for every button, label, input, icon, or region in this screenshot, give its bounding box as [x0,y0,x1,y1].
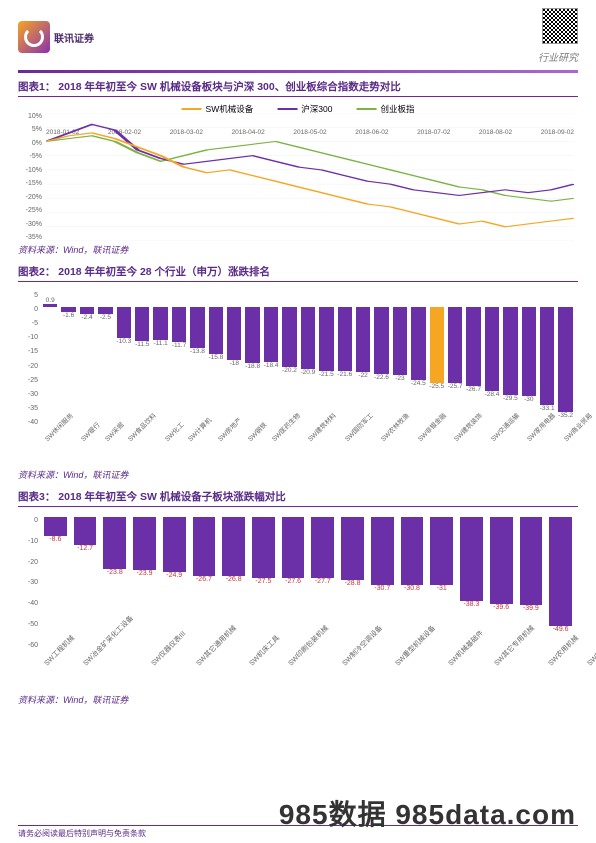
chart2-xaxis: SW休闲服务SW银行SW采掘SW食品饮料SW化工SW计算机SW房地产SW钢铁SW… [42,426,574,466]
page-header: 联讯证券 行业研究 [0,0,596,70]
chart2-title: 图表2： 2018 年年初至今 28 个行业（申万）涨跌排名 [18,264,578,279]
chart1-divider [18,96,578,97]
chart1-title: 图表1： 2018 年年初至今 SW 机械设备板块与沪深 300、创业板综合指数… [18,79,578,94]
chart1-title-text: 2018 年年初至今 SW 机械设备板块与沪深 300、创业板综合指数走势对比 [58,81,400,93]
chart1-source: 资料来源：Wind，联讯证券 [18,243,578,256]
chart3-title-text: 2018 年年初至今 SW 机械设备子板块涨跌幅对比 [58,491,286,503]
qr-code-icon [542,8,578,44]
logo-icon [18,21,50,53]
header-right: 行业研究 [538,8,578,66]
chart3-title: 图表3： 2018 年年初至今 SW 机械设备子板块涨跌幅对比 [18,489,578,504]
chart1-section: 图表1： 2018 年年初至今 SW 机械设备板块与沪深 300、创业板综合指数… [18,79,578,256]
brand-name: 联讯证券 [54,30,94,45]
chart2-yaxis: 50-5-10-15-20-25-30-35-40 [18,292,38,426]
chart2-title-prefix: 图表2： [18,266,55,278]
chart3-section: 图表3： 2018 年年初至今 SW 机械设备子板块涨跌幅对比 0-10-20-… [18,489,578,706]
chart1-title-prefix: 图表1： [18,81,55,93]
chart2-plot: 50-5-10-15-20-25-30-35-40 0.9-1.6-2.4-2.… [18,286,578,466]
watermark: 985数据 985data.com [279,793,576,833]
header-divider [18,70,578,73]
disclaimer: 请务必阅读最后特别声明与免责条款 [18,828,146,839]
chart2-source: 资料来源：Wind，联讯证券 [18,468,578,481]
chart3-yaxis: 0-10-20-30-40-50-60 [18,517,38,649]
chart1-canvas [46,113,574,241]
brand-logo: 联讯证券 [18,21,94,53]
chart2-bars: 0.9-1.6-2.4-2.5-10.3-11.5-11.1-11.7-13.8… [42,292,574,426]
chart3-xaxis: SW工程机械SW冶金矿采化工设备SW仪器仪表IIISW其它通用机械SW机床工具S… [42,649,574,691]
research-label: 行业研究 [538,49,578,64]
chart3-title-prefix: 图表3： [18,491,55,503]
chart2-title-text: 2018 年年初至今 28 个行业（申万）涨跌排名 [58,266,270,278]
chart3-source: 资料来源：Wind，联讯证券 [18,693,578,706]
chart3-divider [18,506,578,507]
chart1-yaxis: 10%5%0%-5%-10%-15%-20%-25%-30%-35% [18,113,42,241]
chart1-plot: SW机械设备 沪深300 创业板指 10%5%0%-5%-10%-15%-20%… [18,101,578,241]
chart3-plot: 0-10-20-30-40-50-60 -8.6-12.7-23.8-23.9-… [18,511,578,691]
chart2-divider [18,281,578,282]
chart2-section: 图表2： 2018 年年初至今 28 个行业（申万）涨跌排名 50-5-10-1… [18,264,578,481]
